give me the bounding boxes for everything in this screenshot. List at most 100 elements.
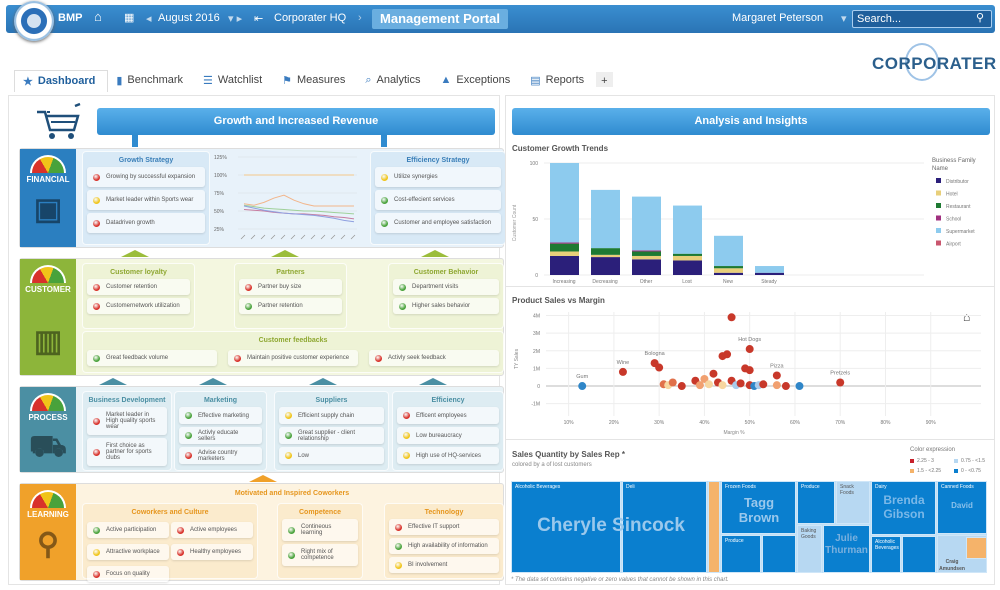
treemap-cell[interactable]: Frozen Foods (721, 481, 796, 534)
bar-segment-distributor[interactable] (591, 257, 620, 275)
treemap-cell[interactable]: Produce (797, 481, 835, 524)
bar-segment-supermarket[interactable] (550, 163, 579, 243)
treemap-cell[interactable]: Snack Foods (836, 481, 870, 524)
bar-segment-hotel[interactable] (591, 254, 620, 258)
objective-item[interactable]: Low bureaucracy (397, 427, 499, 444)
legend-label[interactable]: School (946, 217, 961, 223)
tab-reports[interactable]: ▤ Reports (522, 70, 596, 92)
legend-label[interactable]: Hotel (946, 192, 958, 198)
data-point[interactable] (836, 378, 845, 387)
bar-segment-supermarket[interactable] (591, 189, 620, 249)
treemap-cell[interactable] (902, 536, 936, 573)
treemap-cell[interactable]: Produce (721, 535, 761, 573)
objective-item[interactable]: Market leader within Sports wear (87, 190, 205, 210)
objective-item[interactable]: Partner buy size (239, 279, 342, 295)
bar-segment-hotel[interactable] (550, 251, 579, 256)
bar-segment-restaurant[interactable] (673, 253, 702, 256)
legend-item[interactable]: 0 - <0.75 (954, 468, 981, 474)
bar-segment-school[interactable] (550, 242, 579, 244)
treemap-cell[interactable]: Alcoholic Beverages (871, 536, 901, 573)
objective-item[interactable]: Activly seek feedback (369, 350, 499, 366)
tab-watchlist[interactable]: ☰ Watchlist (195, 70, 274, 92)
bar-segment-restaurant[interactable] (591, 248, 620, 255)
bar-segment-restaurant[interactable] (632, 251, 661, 256)
tab-exceptions[interactable]: ▲ Exceptions (433, 70, 523, 92)
bar-segment-distributor[interactable] (714, 272, 743, 275)
data-point[interactable] (709, 369, 718, 378)
home-reset-icon[interactable]: ⌂ (963, 310, 971, 324)
bar-segment-restaurant[interactable] (550, 243, 579, 252)
tab-benchmark[interactable]: ▮ Benchmark (108, 70, 195, 92)
tab-analytics[interactable]: ⌕ Analytics (357, 70, 432, 92)
data-point[interactable] (700, 374, 709, 383)
bar-segment-restaurant[interactable] (714, 266, 743, 269)
treemap-cell[interactable] (762, 535, 796, 573)
data-point[interactable] (677, 382, 686, 391)
portal-breadcrumb[interactable]: Management Portal (372, 9, 508, 29)
treemap-cell[interactable]: Alcoholic Beverages (511, 481, 621, 573)
objective-item[interactable]: Effective IT support (389, 519, 499, 535)
treemap-cell[interactable] (966, 537, 987, 559)
legend-item[interactable]: 1.5 - <2.25 (910, 468, 941, 474)
objective-item[interactable]: Higher sales behavior (393, 298, 499, 314)
data-point[interactable] (727, 313, 736, 322)
data-point[interactable] (718, 381, 727, 390)
objective-item[interactable]: Great feedback volume (87, 350, 217, 366)
bar-segment-hotel[interactable] (673, 255, 702, 261)
objective-item[interactable]: Advise country marketers (179, 447, 262, 464)
objective-item[interactable]: Great supplier - client relationship (279, 427, 384, 444)
home-icon[interactable]: ⌂ (94, 9, 102, 24)
bar-segment-distributor[interactable] (632, 259, 661, 275)
treemap-cell[interactable] (823, 525, 870, 573)
objective-item[interactable]: High availability of information (389, 538, 499, 554)
tab-add[interactable]: + (596, 72, 613, 87)
search-input[interactable]: Search... (852, 10, 992, 28)
period-selector[interactable]: August 2016 (158, 12, 220, 24)
objective-item[interactable]: Focus on quality (87, 566, 169, 582)
objective-item[interactable]: Attractive workplace (87, 544, 169, 560)
objective-item[interactable]: Market leader in High quality sports wea… (87, 407, 167, 435)
user-menu[interactable]: Margaret Peterson (732, 12, 824, 24)
data-point[interactable] (704, 380, 713, 389)
objective-item[interactable]: Growing by successful expansion (87, 167, 205, 187)
bar-segment-supermarket[interactable] (632, 196, 661, 251)
objective-item[interactable]: Contineous learning (282, 519, 358, 541)
data-point[interactable] (618, 367, 627, 376)
legend-label[interactable]: Airport (946, 242, 961, 248)
data-point[interactable] (759, 380, 768, 389)
bar-segment-school[interactable] (632, 250, 661, 252)
bmp-logo[interactable] (14, 1, 54, 41)
search-icon[interactable]: ⚲ (976, 12, 985, 24)
data-point[interactable] (736, 379, 745, 388)
objective-item[interactable]: Active participation (87, 522, 169, 538)
legend-label[interactable]: Distributor (946, 179, 969, 185)
treemap-cell[interactable] (708, 481, 720, 573)
calendar-icon[interactable]: ▦ (124, 12, 135, 24)
treemap-cell[interactable]: Canned Foods (937, 481, 987, 534)
objective-item[interactable]: Partner retention (239, 298, 342, 314)
objective-item[interactable]: Customernetwork utilization (87, 298, 190, 314)
data-point[interactable] (772, 371, 781, 380)
objective-item[interactable]: Utilize synergies (375, 167, 501, 187)
data-point[interactable] (723, 350, 732, 359)
objective-item[interactable]: Efficient supply chain (279, 407, 384, 424)
org-breadcrumb[interactable]: Corporater HQ (274, 12, 347, 24)
objective-item[interactable]: Healthy employees (171, 544, 253, 560)
data-point[interactable] (695, 381, 704, 390)
legend-label[interactable]: Supermarket (946, 229, 975, 235)
objective-item[interactable]: Effective marketing (179, 407, 262, 424)
bar-segment-supermarket[interactable] (755, 266, 784, 273)
prev-period-icon[interactable]: ◂ (146, 13, 152, 25)
objective-item[interactable]: Active employees (171, 522, 253, 538)
legend-label[interactable]: Restaurant (946, 204, 971, 210)
data-point[interactable] (578, 382, 587, 391)
objective-item[interactable]: Low (279, 447, 384, 464)
data-point[interactable] (795, 382, 804, 391)
bar-segment-hotel[interactable] (714, 268, 743, 273)
treemap-cell[interactable]: Dairy (871, 481, 936, 535)
bar-segment-supermarket[interactable] (673, 205, 702, 254)
objective-item[interactable]: Cost-effecient services (375, 190, 501, 210)
legend-item[interactable]: 2.25 - 3 (910, 458, 934, 464)
objective-item[interactable]: Maintain positive customer experience (228, 350, 358, 366)
tab-dashboard[interactable]: ★ Dashboard (14, 70, 109, 92)
